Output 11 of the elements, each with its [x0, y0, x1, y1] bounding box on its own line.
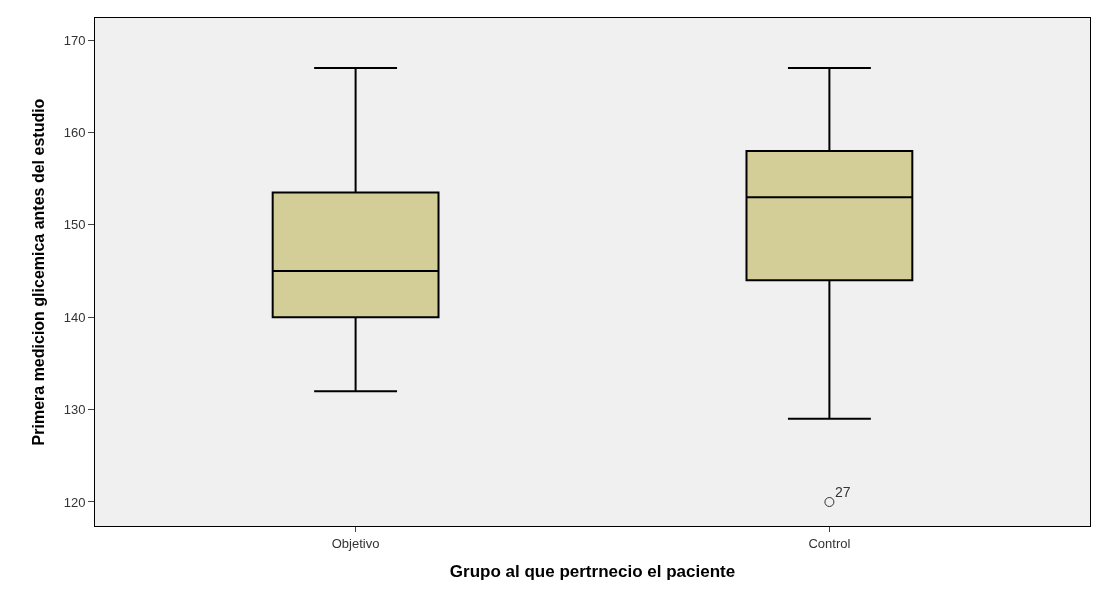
y-tick-label: 120 [63, 494, 86, 510]
y-tick-label: 140 [63, 309, 86, 325]
y-tick-label: 170 [63, 32, 86, 48]
y-axis-title: Primera medicion glicemica antes del estudio [29, 98, 47, 446]
y-tick-label: 160 [63, 125, 86, 141]
x-tick-label: Objetivo [331, 535, 380, 551]
x-tick-label: Control [808, 535, 851, 551]
y-tick-label: 130 [63, 402, 86, 418]
annotation: 27 [835, 484, 851, 500]
x-axis-title: Grupo al que pertrnecio el paciente [449, 562, 736, 581]
y-tick-label: 150 [63, 217, 86, 233]
